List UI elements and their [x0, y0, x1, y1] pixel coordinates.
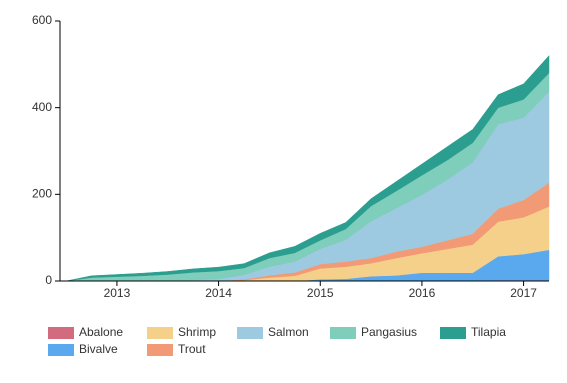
y-tick-label: 0	[45, 273, 52, 287]
legend-label: Salmon	[268, 325, 309, 339]
legend-swatch	[440, 327, 466, 339]
legend-label: Trout	[178, 342, 206, 356]
x-tick-label: 2014	[205, 286, 232, 300]
x-tick-label: 2013	[104, 286, 131, 300]
legend-swatch	[237, 327, 263, 339]
y-tick-label: 600	[32, 13, 52, 27]
x-tick-label: 2017	[510, 286, 537, 300]
legend-label: Tilapia	[471, 325, 506, 339]
area	[66, 55, 550, 282]
legend-label: Shrimp	[178, 325, 216, 339]
x-tick-label: 2015	[307, 286, 334, 300]
legend-swatch	[147, 344, 173, 356]
legend-swatch	[48, 327, 74, 339]
y-tick-label: 200	[32, 187, 52, 201]
legend-swatch	[330, 327, 356, 339]
legend-label: Bivalve	[79, 342, 118, 356]
legend-label: Pangasius	[361, 325, 417, 339]
legend-swatch	[147, 327, 173, 339]
y-tick-label: 400	[32, 100, 52, 114]
legend-swatch	[48, 344, 74, 356]
legend-label: Abalone	[79, 325, 123, 339]
x-tick-label: 2016	[409, 286, 436, 300]
